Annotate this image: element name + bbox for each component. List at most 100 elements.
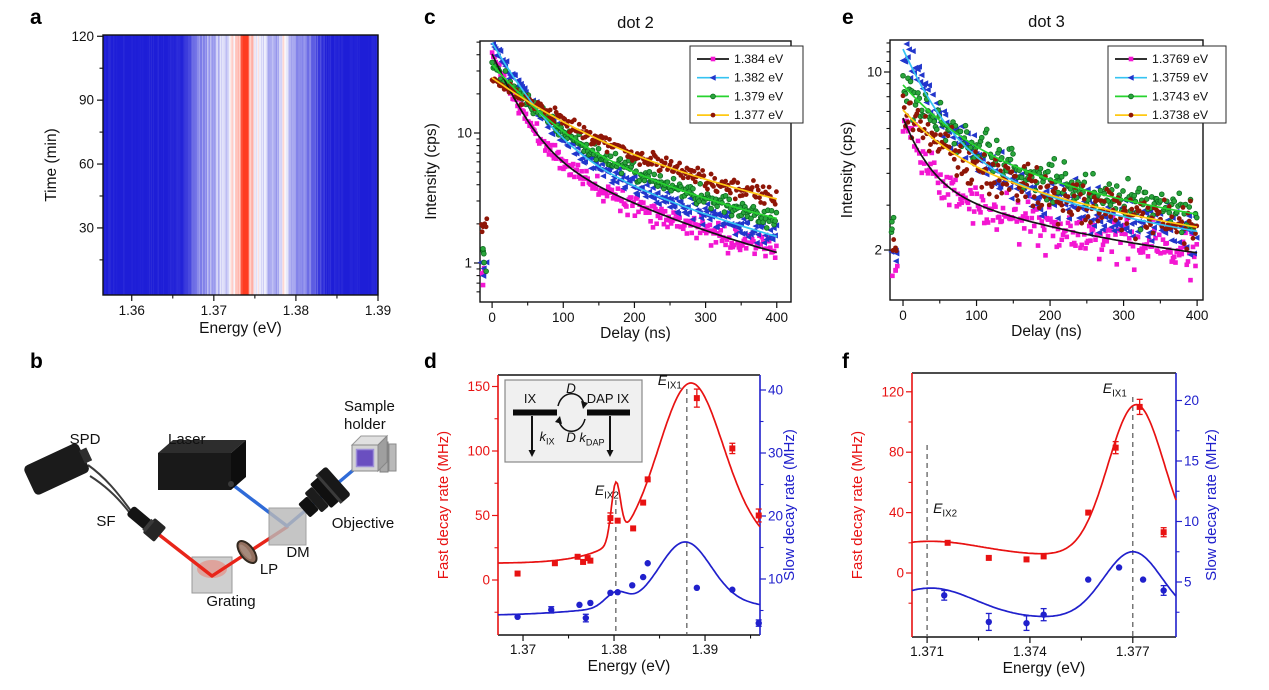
legend-e: 1.3769 eV 1.3759 eV 1.3743 eV 1.3738 eV <box>1107 45 1227 124</box>
svg-text:EIX1: EIX1 <box>658 372 682 392</box>
svg-text:1.39: 1.39 <box>365 303 391 318</box>
svg-text:1.377 eV: 1.377 eV <box>734 108 784 122</box>
laser-box <box>158 440 246 490</box>
svg-text:Slow decay rate (MHz): Slow decay rate (MHz) <box>1203 429 1220 581</box>
panel-c-letter: c <box>424 6 436 29</box>
svg-text:1.371: 1.371 <box>910 644 944 659</box>
svg-text:1.384 eV: 1.384 eV <box>734 52 784 66</box>
sample-holder-label-line1: Sample <box>344 398 395 415</box>
svg-text:DAP IX: DAP IX <box>587 391 630 406</box>
panel-b-letter: b <box>30 350 43 373</box>
left-fit-curve-d <box>498 382 761 564</box>
right-fit-curve-f <box>911 550 1177 618</box>
svg-text:100: 100 <box>965 308 988 323</box>
svg-text:D: D <box>566 381 576 396</box>
svg-text:kDAP: kDAP <box>579 430 604 448</box>
svg-text:1.3759 eV: 1.3759 eV <box>1152 71 1209 85</box>
grating-label: Grating <box>206 593 255 610</box>
svg-text:2: 2 <box>874 243 882 258</box>
svg-text:90: 90 <box>79 93 94 108</box>
svg-text:10: 10 <box>457 126 472 141</box>
svg-text:20: 20 <box>1184 393 1199 408</box>
svg-text:30: 30 <box>768 446 783 461</box>
left-data-points-d <box>514 388 762 577</box>
panel-d-letter: d <box>424 350 437 373</box>
svg-text:1.379 eV: 1.379 eV <box>734 89 784 103</box>
dichroic-mirror <box>268 507 307 546</box>
sample-holder-label-line2: holder <box>344 416 386 433</box>
panel-f-chart: 1.371 1.374 1.377 0 40 80 120 5 10 15 20 Energy (eV… <box>849 372 1220 677</box>
panel-c-decay-dot2: 0 100 200 300 400 1 10 Delay (ns) Intensity (cps… <box>420 0 820 345</box>
axes-c: 0 100 200 300 400 1 10 Delay (ns) Intensity (cps… <box>423 14 788 342</box>
svg-text:50: 50 <box>475 508 490 523</box>
svg-text:0: 0 <box>488 310 496 325</box>
left-data-points-f <box>944 398 1167 563</box>
panel-e-chart: 0 100 200 300 400 2 10 Delay (ns) Intensity (cps… <box>840 13 1227 340</box>
svg-text:1.39: 1.39 <box>692 642 718 657</box>
svg-text:dot 3: dot 3 <box>1028 13 1065 31</box>
right-data-points-f <box>941 564 1167 632</box>
right-data-points-d <box>514 560 762 627</box>
longpass-filter-lens <box>236 540 258 564</box>
laser-label: Laser <box>168 431 206 448</box>
svg-text:10: 10 <box>1184 514 1199 529</box>
emission-beam-red <box>151 525 289 578</box>
single-photon-detector-box <box>24 443 93 495</box>
svg-text:Energy (eV): Energy (eV) <box>588 658 671 675</box>
svg-text:dot 2: dot 2 <box>617 14 654 32</box>
svg-text:120: 120 <box>71 29 94 44</box>
axes-f: 1.371 1.374 1.377 0 40 80 120 5 10 15 20 Energy (eV… <box>849 384 1220 677</box>
energy-marker-lines-f: EIX2 EIX1 <box>926 380 1134 637</box>
svg-text:200: 200 <box>623 310 646 325</box>
svg-text:Delay (ns): Delay (ns) <box>1011 323 1082 340</box>
svg-text:Fast decay rate (MHz): Fast decay rate (MHz) <box>849 431 866 579</box>
panel-c-chart: 0 100 200 300 400 1 10 Delay (ns) Intensity (cps… <box>423 14 804 342</box>
svg-text:300: 300 <box>694 310 717 325</box>
panel-e-letter: e <box>842 6 854 29</box>
svg-text:0: 0 <box>899 308 907 323</box>
svg-text:1: 1 <box>464 256 472 271</box>
svg-text:10: 10 <box>867 65 882 80</box>
sf-label: SF <box>96 513 115 530</box>
panel-d-chart: 1.37 1.38 1.39 0 50 100 150 10 20 30 40 Energy (eV)… <box>435 372 798 675</box>
plot-frame-f <box>911 372 1177 638</box>
panel-d-rates-dot2: 1.37 1.38 1.39 0 50 100 150 10 20 30 40 Energy (eV)… <box>420 345 840 690</box>
panel-a-letter: a <box>30 6 42 29</box>
svg-text:1.37: 1.37 <box>201 303 227 318</box>
svg-text:Slow decay rate (MHz): Slow decay rate (MHz) <box>781 429 798 581</box>
svg-text:40: 40 <box>889 505 904 520</box>
panel-a-spectral-trace: 1.36 1.37 1.38 1.39 30 60 90 120 Energy (eV) Time… <box>0 0 420 345</box>
svg-text:200: 200 <box>1039 308 1062 323</box>
svg-text:D: D <box>566 430 576 445</box>
fiber-line-1 <box>87 464 132 512</box>
lp-label: LP <box>260 561 278 578</box>
svg-text:100: 100 <box>467 444 490 459</box>
left-fit-curve-f <box>911 403 1177 555</box>
svg-text:EIX1: EIX1 <box>1103 380 1127 400</box>
svg-text:Time (min): Time (min) <box>43 128 60 201</box>
fit-lines-e <box>902 48 1198 254</box>
svg-text:Energy (eV): Energy (eV) <box>1003 660 1086 677</box>
svg-text:1.38: 1.38 <box>601 642 627 657</box>
fiber-line-2 <box>89 475 133 517</box>
svg-text:30: 30 <box>79 220 94 235</box>
svg-text:Intensity (cps): Intensity (cps) <box>423 123 440 219</box>
svg-text:20: 20 <box>768 509 783 524</box>
svg-text:1.3743 eV: 1.3743 eV <box>1152 89 1209 103</box>
panel-e-decay-dot3: 0 100 200 300 400 2 10 Delay (ns) Intensity (cps… <box>840 0 1269 345</box>
svg-text:EIX2: EIX2 <box>933 500 957 520</box>
dm-label: DM <box>286 544 309 561</box>
svg-text:IX: IX <box>524 391 537 406</box>
objective-label: Objective <box>332 515 395 532</box>
grating-glow <box>197 560 227 578</box>
svg-text:EIX2: EIX2 <box>595 482 619 502</box>
panel-f-rates-dot3: 1.371 1.374 1.377 0 40 80 120 5 10 15 20 Energy (eV… <box>840 345 1269 690</box>
svg-text:60: 60 <box>79 157 94 172</box>
svg-text:1.382 eV: 1.382 eV <box>734 71 784 85</box>
svg-text:1.36: 1.36 <box>119 303 145 318</box>
svg-text:5: 5 <box>1184 575 1192 590</box>
svg-text:10: 10 <box>768 572 783 587</box>
svg-text:0: 0 <box>482 573 490 588</box>
